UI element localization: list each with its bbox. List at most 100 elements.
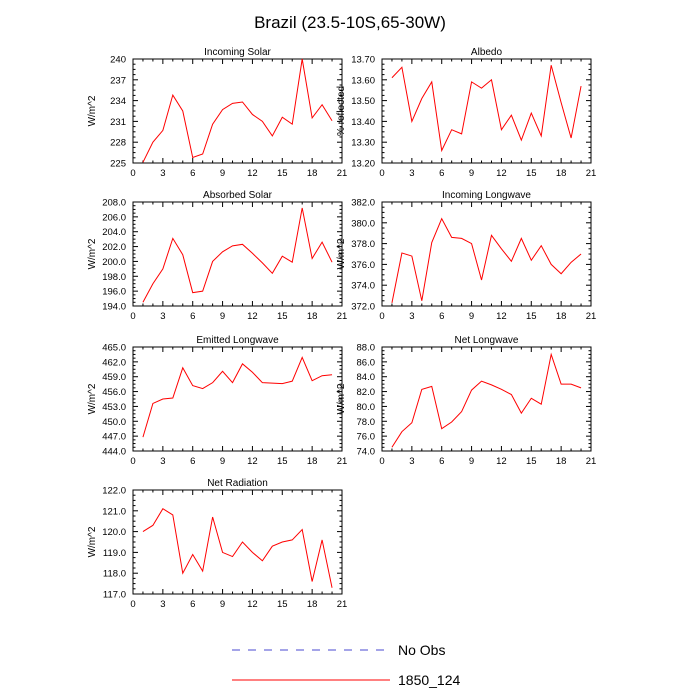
plot-frame — [381, 58, 592, 164]
panel-title: Net Radiation — [207, 478, 268, 489]
y-tick-label: 119.0 — [103, 548, 126, 559]
y-tick-label: 13.50 — [351, 96, 375, 107]
x-tick-label: 18 — [556, 311, 567, 322]
legend-model-label: 1850_124 — [398, 672, 461, 688]
x-tick-label: 18 — [307, 311, 318, 322]
y-tick-label: 204.0 — [102, 227, 126, 238]
x-tick-label: 6 — [439, 456, 444, 467]
figure-title: Brazil (23.5-10S,65-30W) — [254, 13, 446, 32]
y-tick-label: 459.0 — [102, 372, 126, 383]
x-tick-label: 6 — [190, 599, 195, 610]
y-tick-label: 206.0 — [102, 212, 126, 223]
y-tick-label: 450.0 — [102, 417, 126, 428]
x-tick-label: 3 — [160, 311, 165, 322]
y-tick-label: 82.0 — [357, 387, 376, 398]
x-tick-label: 15 — [277, 456, 288, 467]
series-line-1850-124 — [391, 217, 582, 303]
legend-obs-label: No Obs — [398, 642, 445, 658]
x-tick-label: 3 — [409, 168, 414, 179]
y-tick-label: 13.70 — [351, 55, 375, 66]
x-tick-label: 15 — [277, 168, 288, 179]
y-tick-label: 198.0 — [102, 272, 126, 283]
y-tick-label: 234 — [110, 96, 126, 107]
x-tick-label: 12 — [247, 456, 258, 467]
x-tick-label: 3 — [160, 168, 165, 179]
x-tick-label: 21 — [337, 168, 348, 179]
y-tick-label: 378.0 — [351, 239, 375, 250]
panel-title: Net Longwave — [455, 335, 519, 346]
x-tick-label: 15 — [526, 311, 537, 322]
plot-frame — [381, 346, 592, 452]
y-tick-label: 84.0 — [357, 372, 376, 383]
x-tick-label: 3 — [409, 456, 414, 467]
y-axis-label: W/m^2 — [87, 238, 98, 269]
legend: No Obs 1850_124 — [232, 642, 461, 688]
y-tick-label: 380.0 — [351, 218, 375, 229]
y-tick-label: 372.0 — [351, 302, 375, 313]
y-tick-label: 444.0 — [102, 447, 126, 458]
x-tick-label: 21 — [337, 311, 348, 322]
x-tick-label: 9 — [469, 311, 474, 322]
y-axis-label: W/m^2 — [87, 383, 98, 414]
y-tick-label: 196.0 — [102, 287, 126, 298]
x-tick-label: 18 — [307, 599, 318, 610]
y-tick-label: 374.0 — [351, 281, 375, 292]
x-tick-label: 18 — [556, 168, 567, 179]
x-tick-label: 0 — [130, 168, 135, 179]
panel-0: Incoming Solar W/m^2 0 3 6 9 12 15 18 21 225 228 231… — [87, 47, 347, 179]
series-line-1850-124 — [142, 508, 333, 588]
y-tick-label: 13.60 — [351, 75, 375, 86]
y-tick-label: 202.0 — [102, 242, 126, 253]
x-tick-label: 9 — [220, 168, 225, 179]
panel-4: Emitted Longwave W/m^2 0 3 6 9 12 15 18 21 444.0 44… — [87, 335, 347, 467]
y-tick-label: 13.40 — [351, 117, 375, 128]
y-tick-label: 88.0 — [357, 343, 376, 354]
panel-title: Incoming Solar — [204, 47, 271, 58]
x-tick-label: 9 — [220, 599, 225, 610]
x-tick-label: 0 — [130, 311, 135, 322]
panel-title: Absorbed Solar — [203, 190, 273, 201]
x-tick-label: 18 — [307, 168, 318, 179]
series-line-1850-124 — [391, 352, 582, 448]
x-tick-label: 12 — [247, 168, 258, 179]
x-tick-label: 3 — [160, 599, 165, 610]
x-tick-label: 6 — [190, 168, 195, 179]
x-tick-label: 0 — [379, 168, 384, 179]
x-tick-label: 3 — [160, 456, 165, 467]
x-tick-label: 21 — [586, 168, 597, 179]
y-tick-label: 76.0 — [357, 432, 376, 443]
x-tick-label: 21 — [337, 456, 348, 467]
plot-frame — [381, 201, 592, 307]
y-tick-label: 462.0 — [102, 357, 126, 368]
panel-6: Net Radiation W/m^2 0 3 6 9 12 15 18 21 117.0 118.0… — [87, 478, 347, 610]
y-tick-label: 382.0 — [351, 198, 375, 209]
x-tick-label: 6 — [190, 311, 195, 322]
y-tick-label: 78.0 — [357, 417, 376, 428]
y-axis-label: W/m^2 — [336, 238, 347, 269]
panel-2: Absorbed Solar W/m^2 0 3 6 9 12 15 18 21 194.0 196.… — [87, 190, 347, 322]
y-tick-label: 118.0 — [103, 569, 126, 580]
panel-5: Net Longwave W/m^2 0 3 6 9 12 15 18 21 74.0 76.0 78.… — [336, 335, 596, 467]
y-axis-label: W/m^2 — [87, 95, 98, 126]
x-tick-label: 15 — [526, 168, 537, 179]
panels: Incoming Solar W/m^2 0 3 6 9 12 15 18 21 225 228 231… — [87, 47, 596, 610]
y-tick-label: 122.0 — [102, 486, 126, 497]
x-tick-label: 21 — [586, 456, 597, 467]
x-tick-label: 18 — [556, 456, 567, 467]
x-tick-label: 21 — [586, 311, 597, 322]
y-tick-label: 80.0 — [357, 402, 376, 413]
y-tick-label: 376.0 — [351, 260, 375, 271]
series-line-1850-124 — [142, 58, 333, 163]
y-tick-label: 13.20 — [351, 159, 375, 170]
y-tick-label: 456.0 — [102, 387, 126, 398]
x-tick-label: 3 — [409, 311, 414, 322]
series-line-1850-124 — [391, 65, 582, 153]
y-tick-label: 120.0 — [102, 527, 126, 538]
y-tick-label: 200.0 — [102, 257, 126, 268]
y-tick-label: 13.30 — [351, 138, 375, 149]
y-axis-label: % reflected — [336, 86, 347, 136]
x-tick-label: 12 — [496, 168, 507, 179]
